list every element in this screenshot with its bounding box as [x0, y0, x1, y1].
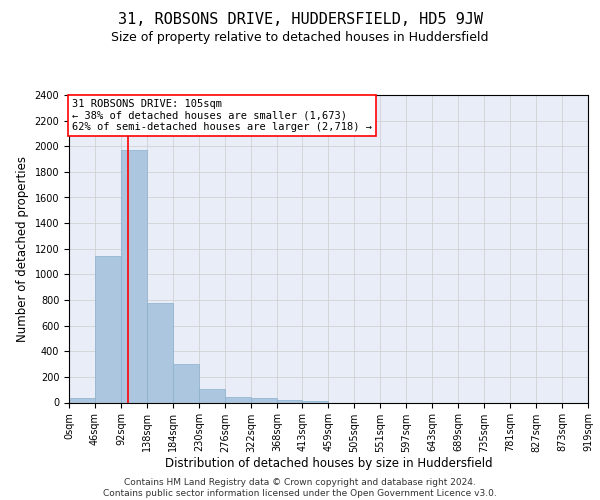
Bar [199, 389, 225, 402]
Bar [69, 398, 95, 402]
Bar [121, 150, 147, 403]
Bar [147, 303, 173, 402]
Text: 31 ROBSONS DRIVE: 105sqm
← 38% of detached houses are smaller (1,673)
62% of sem: 31 ROBSONS DRIVE: 105sqm ← 38% of detach… [72, 99, 372, 132]
Bar [95, 256, 121, 402]
X-axis label: Distribution of detached houses by size in Huddersfield: Distribution of detached houses by size … [164, 457, 493, 470]
Text: Contains HM Land Registry data © Crown copyright and database right 2024.
Contai: Contains HM Land Registry data © Crown c… [103, 478, 497, 498]
Bar [225, 396, 251, 402]
Text: 31, ROBSONS DRIVE, HUDDERSFIELD, HD5 9JW: 31, ROBSONS DRIVE, HUDDERSFIELD, HD5 9JW [118, 12, 482, 28]
Bar [277, 400, 302, 402]
Bar [251, 398, 277, 402]
Bar [302, 401, 328, 402]
Bar [173, 364, 199, 403]
Y-axis label: Number of detached properties: Number of detached properties [16, 156, 29, 342]
Text: Size of property relative to detached houses in Huddersfield: Size of property relative to detached ho… [111, 31, 489, 44]
